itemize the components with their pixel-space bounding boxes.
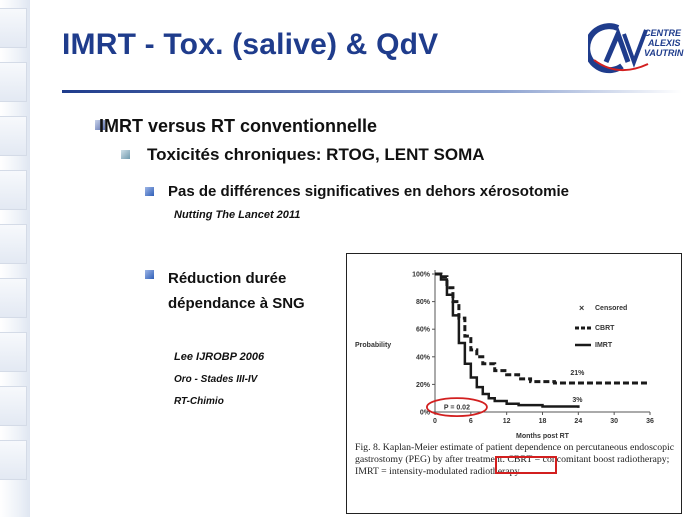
legend-censored-label: Censored xyxy=(595,305,627,312)
y-tick-label: 20% xyxy=(416,382,431,389)
bullet-level1-text: IMRT versus RT conventionnelle xyxy=(99,116,378,136)
logo-mark-icon xyxy=(584,23,649,74)
bullet-level1-icon xyxy=(95,120,105,130)
legend-cbrt-label: CBRT xyxy=(595,325,615,332)
y-tick-label: 80% xyxy=(416,299,431,306)
x-tick-label: 12 xyxy=(503,418,511,425)
x-tick-label: 30 xyxy=(610,418,618,425)
bullet-level3-icon xyxy=(145,270,154,279)
left-decorative-tile xyxy=(0,116,27,156)
bullet-level3-text-a: Pas de différences significatives en deh… xyxy=(168,183,569,200)
left-decorative-tile xyxy=(0,440,27,480)
x-tick-label: 24 xyxy=(574,418,582,425)
logo-text-line2: ALEXIS xyxy=(648,38,681,48)
bullet-level3-text-b-line2: dépendance à SNG xyxy=(168,295,305,312)
reference-b-line1: Lee IJROBP 2006 xyxy=(174,351,265,363)
left-decorative-tile xyxy=(0,62,27,102)
reference-b-line3: RT-Chimio xyxy=(174,396,224,407)
annotation-cbrt-final: 21% xyxy=(570,370,585,377)
p-value-label: P = 0.02 xyxy=(444,405,470,412)
y-axis-label: Probability xyxy=(355,342,391,349)
left-decorative-tile xyxy=(0,170,27,210)
peg-highlight-box xyxy=(495,456,557,474)
x-tick-label: 0 xyxy=(433,418,437,425)
x-tick-label: 18 xyxy=(539,418,547,425)
y-tick-label: 60% xyxy=(416,327,431,334)
legend-censored-marker: × xyxy=(579,303,584,313)
p-value-highlight-ellipse xyxy=(426,397,488,418)
title-underline xyxy=(62,90,682,93)
kaplan-meier-chart: 0% 20% 40% 60% 80% 100% 0 6 12 18 24 30 36 Months pos… xyxy=(355,270,654,440)
y-tick-label: 100% xyxy=(412,272,431,279)
legend-imrt-label: IMRT xyxy=(595,342,613,349)
bullet-level3-icon xyxy=(145,187,154,196)
logo-text-line1: CENTRE xyxy=(644,28,682,38)
y-tick-label: 40% xyxy=(416,354,431,361)
annotation-imrt-final: 3% xyxy=(572,397,583,404)
left-decorative-tile xyxy=(0,8,27,48)
x-axis-label: Months post RT xyxy=(516,433,570,440)
x-tick-label: 36 xyxy=(646,418,654,425)
reference-b-line2: Oro - Stades III-IV xyxy=(174,374,258,385)
centre-alexis-vautrin-logo: CENTRE ALEXIS VAUTRIN xyxy=(584,20,684,78)
kaplan-meier-figure: 0% 20% 40% 60% 80% 100% 0 6 12 18 24 30 36 Months pos… xyxy=(346,253,682,514)
bullet-level3-text-b: Réduction durée dépendance à SNG xyxy=(168,266,305,316)
left-decorative-tile xyxy=(0,224,27,264)
left-decorative-tile xyxy=(0,278,27,318)
reference-a: Nutting The Lancet 2011 xyxy=(174,209,301,221)
bullet-level2-icon xyxy=(121,150,130,159)
left-decorative-tile xyxy=(0,332,27,372)
bullet-level3-text-b-line1: Réduction durée xyxy=(168,270,287,287)
left-decorative-tile xyxy=(0,386,27,426)
slide-title: IMRT - Tox. (salive) & QdV xyxy=(62,28,439,61)
figure-caption: Fig. 8. Kaplan-Meier estimate of patient… xyxy=(355,442,675,477)
y-tick-label: 0% xyxy=(420,410,431,417)
bullet-level2-text: Toxicités chroniques: RTOG, LENT SOMA xyxy=(147,145,485,164)
logo-text-line3: VAUTRIN xyxy=(644,48,684,58)
series-line-imrt xyxy=(435,272,580,408)
x-tick-label: 6 xyxy=(469,418,473,425)
series-line-cbrt xyxy=(435,272,650,385)
